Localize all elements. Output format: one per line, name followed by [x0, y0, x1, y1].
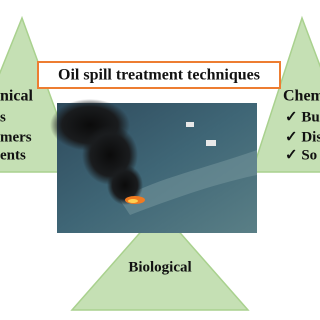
left-heading: nical: [0, 88, 33, 105]
title: Oil spill treatment techniques: [58, 67, 260, 84]
right-heading: Chem: [283, 88, 320, 105]
bottom-shape: [70, 208, 250, 311]
left-item: ents: [0, 147, 26, 163]
right-shape: [250, 15, 320, 173]
bottom-heading: Biological: [128, 259, 191, 275]
right-item: ✓ So: [285, 147, 317, 163]
title-box: [37, 61, 281, 89]
left-item: s: [0, 109, 6, 125]
right-item: ✓ Bu: [285, 109, 320, 125]
right-item: ✓ Dis: [285, 129, 320, 145]
left-item: mers: [0, 129, 32, 145]
photo: [50, 99, 257, 233]
